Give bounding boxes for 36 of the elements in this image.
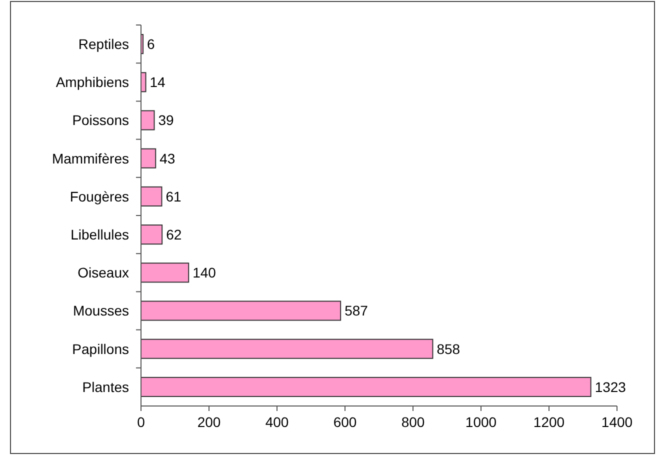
data-label: 14 — [150, 74, 166, 90]
y-tick-label: Poissons — [72, 112, 129, 128]
data-label: 39 — [158, 112, 174, 128]
x-tick-label: 400 — [265, 414, 289, 430]
y-tick-label: Fougères — [70, 188, 129, 204]
data-label: 61 — [166, 188, 182, 204]
bar — [140, 186, 162, 206]
bar — [140, 300, 342, 321]
data-label: 1323 — [594, 378, 626, 395]
y-tick-label: Amphibiens — [56, 74, 129, 90]
x-tick-label: 200 — [197, 414, 221, 430]
x-tick-label: 800 — [401, 414, 425, 430]
y-tick-label: Plantes — [82, 378, 129, 395]
x-tick-label: 0 — [137, 414, 146, 430]
data-label: 858 — [436, 340, 460, 357]
bar — [140, 338, 434, 359]
data-label: 140 — [192, 264, 216, 281]
x-tick-label: 1400 — [601, 414, 633, 430]
data-label: 43 — [160, 150, 176, 166]
bar — [140, 376, 592, 397]
bar — [140, 148, 156, 168]
data-label: 62 — [166, 226, 182, 242]
y-tick-label: Libellules — [70, 226, 129, 242]
data-label: 6 — [147, 36, 156, 52]
bar — [140, 224, 163, 245]
bar — [140, 262, 190, 283]
y-tick-label: Oiseaux — [78, 264, 129, 281]
y-tick-label: Mammifères — [52, 150, 129, 166]
x-tick-label: 1200 — [533, 414, 565, 430]
bar — [140, 110, 155, 130]
y-tick-label: Reptiles — [78, 36, 129, 52]
data-label: 587 — [344, 302, 368, 319]
x-tick-label: 600 — [333, 414, 357, 430]
y-tick-label: Papillons — [72, 340, 129, 357]
x-tick-label: 1000 — [465, 414, 497, 430]
y-tick-label: Mousses — [72, 302, 129, 319]
